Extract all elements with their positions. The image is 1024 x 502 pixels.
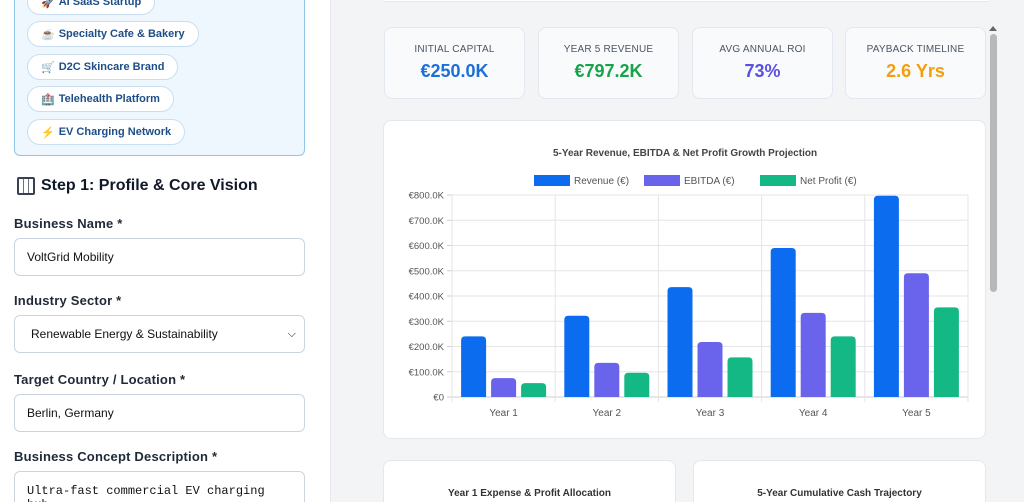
bar bbox=[770, 248, 796, 397]
concept-textarea[interactable]: Ultra-fast commercial EV charging hub bbox=[14, 471, 305, 502]
y-tick-label: €300.0K bbox=[409, 317, 445, 328]
location-input[interactable]: Berlin, Germany bbox=[14, 394, 305, 432]
preset-label: Telehealth Platform bbox=[58, 93, 160, 105]
step-title-text: Step 1: Profile & Core Vision bbox=[41, 177, 258, 194]
kpi-label: AVG ANNUAL ROI bbox=[719, 44, 806, 55]
kpi-label: YEAR 5 REVENUE bbox=[563, 44, 654, 55]
bar bbox=[933, 307, 959, 397]
coffee-icon: ☕ bbox=[41, 28, 55, 41]
kpi-avg-roi: AVG ANNUAL ROI 73% bbox=[692, 27, 833, 99]
growth-bar-chart: 5-Year Revenue, EBITDA & Net Profit Grow… bbox=[409, 148, 969, 419]
bar bbox=[727, 357, 753, 397]
bar bbox=[624, 372, 650, 397]
location-label: Target Country / Location * bbox=[14, 372, 186, 387]
cash-trajectory-card: 5-Year Cumulative Cash Trajectory bbox=[693, 460, 986, 502]
bar bbox=[461, 336, 487, 397]
preset-chip-skincare[interactable]: 🛒 D2C Skincare Brand bbox=[27, 54, 179, 80]
bar bbox=[491, 378, 517, 397]
form-panel: 🚀 AI SaaS Startup ☕ Specialty Cafe & Bak… bbox=[0, 0, 331, 502]
step-heading: Step 1: Profile & Core Vision bbox=[17, 177, 258, 195]
x-tick-label: Year 2 bbox=[593, 408, 622, 419]
preset-chip-ai-saas[interactable]: 🚀 AI SaaS Startup bbox=[27, 0, 156, 15]
kpi-label: INITIAL CAPITAL bbox=[414, 44, 495, 55]
hospital-icon: 🏥 bbox=[41, 93, 55, 106]
x-tick-label: Year 4 bbox=[799, 408, 828, 419]
kpi-value: 2.6 Yrs bbox=[886, 61, 945, 81]
concept-label: Business Concept Description * bbox=[14, 449, 218, 464]
business-name-label: Business Name * bbox=[14, 216, 123, 231]
scroll-thumb[interactable] bbox=[990, 34, 997, 292]
kpi-initial-capital: INITIAL CAPITAL €250.0K bbox=[384, 27, 525, 99]
preset-templates-box: 🚀 AI SaaS Startup ☕ Specialty Cafe & Bak… bbox=[14, 0, 305, 156]
bar bbox=[594, 362, 620, 397]
x-tick-label: Year 1 bbox=[489, 408, 518, 419]
x-tick-label: Year 5 bbox=[902, 408, 931, 419]
legend-swatch bbox=[644, 175, 680, 186]
x-tick-label: Year 3 bbox=[696, 408, 725, 419]
preset-label: AI SaaS Startup bbox=[58, 0, 142, 8]
calendar-icon bbox=[17, 177, 35, 195]
scroll-up-arrow-icon[interactable] bbox=[989, 26, 997, 31]
kpi-payback: PAYBACK TIMELINE 2.6 Yrs bbox=[845, 27, 986, 99]
legend-label: Net Profit (€) bbox=[800, 176, 857, 187]
legend-swatch bbox=[760, 175, 796, 186]
lightning-icon: ⚡ bbox=[41, 126, 55, 139]
preset-label: EV Charging Network bbox=[58, 126, 172, 138]
bar bbox=[800, 312, 826, 397]
cart-icon: 🛒 bbox=[41, 61, 55, 74]
kpi-label: PAYBACK TIMELINE bbox=[866, 44, 965, 55]
legend-label: EBITDA (€) bbox=[684, 176, 735, 187]
y-tick-label: €200.0K bbox=[409, 342, 445, 353]
kpi-year5-revenue: YEAR 5 REVENUE €797.2K bbox=[538, 27, 679, 99]
kpi-value: 73% bbox=[744, 61, 781, 81]
bar bbox=[667, 287, 693, 397]
y-tick-label: €800.0K bbox=[409, 191, 445, 202]
y-tick-label: €600.0K bbox=[409, 241, 445, 252]
preset-chip-ev-charging[interactable]: ⚡ EV Charging Network bbox=[27, 119, 186, 145]
bar bbox=[564, 315, 590, 397]
preset-chip-telehealth[interactable]: 🏥 Telehealth Platform bbox=[27, 86, 174, 112]
kpi-value: €250.0K bbox=[420, 61, 489, 81]
business-name-input[interactable]: VoltGrid Mobility bbox=[14, 238, 305, 276]
chevron-down-icon: ⌵ bbox=[287, 327, 296, 340]
legend-swatch bbox=[534, 175, 570, 186]
industry-select[interactable]: Renewable Energy & Sustainability ⌵ bbox=[14, 315, 305, 353]
top-card-edge bbox=[384, 0, 988, 2]
cash-chart-title: 5-Year Cumulative Cash Trajectory bbox=[757, 488, 922, 499]
preset-label: Specialty Cafe & Bakery bbox=[58, 28, 185, 40]
preset-label: D2C Skincare Brand bbox=[58, 61, 165, 73]
expense-allocation-card: Year 1 Expense & Profit Allocation bbox=[383, 460, 676, 502]
bar bbox=[903, 273, 929, 397]
scrollbar[interactable] bbox=[988, 26, 998, 502]
expense-chart-title: Year 1 Expense & Profit Allocation bbox=[447, 488, 611, 499]
bar bbox=[830, 336, 856, 397]
bar bbox=[521, 383, 547, 397]
industry-label: Industry Sector * bbox=[14, 293, 122, 308]
bar bbox=[873, 195, 899, 397]
y-tick-label: €400.0K bbox=[409, 292, 445, 303]
kpi-value: €797.2K bbox=[574, 61, 643, 81]
dashboard-panel: INITIAL CAPITAL €250.0K YEAR 5 REVENUE €… bbox=[331, 0, 1024, 502]
industry-selected-value: Renewable Energy & Sustainability bbox=[31, 327, 218, 341]
growth-chart-card: 5-Year Revenue, EBITDA & Net Profit Grow… bbox=[383, 120, 986, 439]
legend-label: Revenue (€) bbox=[574, 176, 629, 187]
preset-chip-cafe[interactable]: ☕ Specialty Cafe & Bakery bbox=[27, 21, 199, 47]
y-tick-label: €500.0K bbox=[409, 266, 445, 277]
y-tick-label: €100.0K bbox=[409, 367, 445, 378]
rocket-icon: 🚀 bbox=[41, 0, 55, 9]
y-tick-label: €700.0K bbox=[409, 216, 445, 227]
bar bbox=[697, 341, 723, 397]
y-tick-label: €0 bbox=[433, 393, 444, 404]
chart-title: 5-Year Revenue, EBITDA & Net Profit Grow… bbox=[553, 148, 817, 159]
